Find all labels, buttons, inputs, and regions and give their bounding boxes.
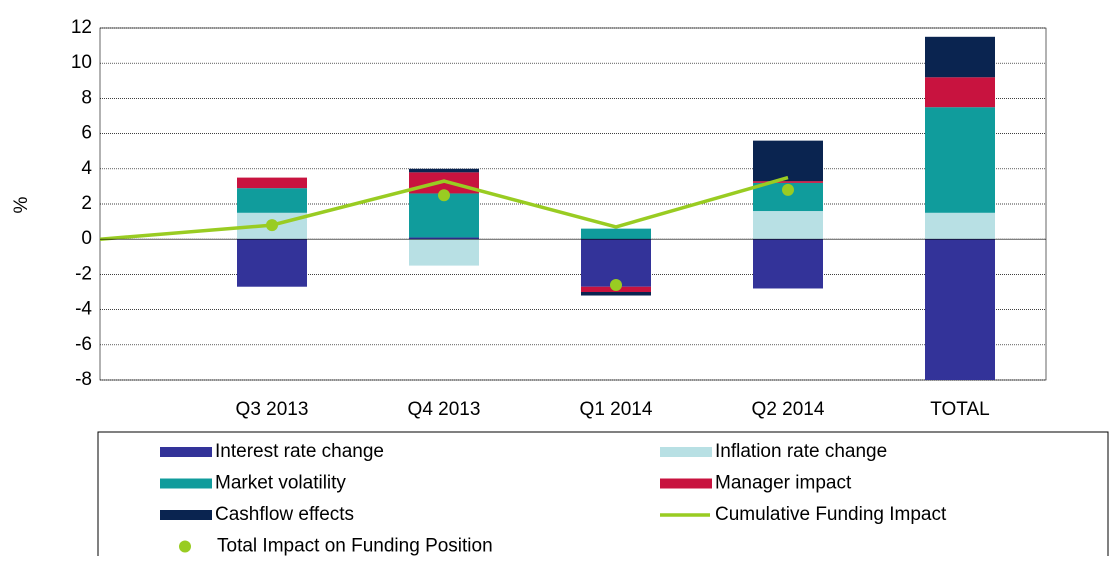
bar-segment [581, 239, 651, 287]
line [99, 175, 789, 241]
bar-segment [753, 211, 823, 240]
legend-label: Market volatility [215, 473, 346, 494]
legend-label: Manager impact [715, 473, 852, 494]
bar-segment [925, 212, 995, 240]
point [438, 189, 450, 202]
legend-label: Total Impact on Funding Position [217, 536, 493, 556]
bar-segment [925, 239, 995, 380]
x-tick-label: Q4 2013 [408, 399, 481, 420]
legend-swatch [160, 478, 212, 489]
y-tick-label: 6 [81, 123, 92, 144]
bar-segment [925, 77, 995, 108]
bar-segment [753, 181, 823, 183]
y-tick-label: -2 [75, 263, 92, 284]
y-tick-label: 4 [81, 158, 92, 179]
bar-segment [237, 239, 307, 287]
y-tick-label: 8 [81, 87, 92, 108]
point [610, 278, 622, 291]
bar-segment [925, 107, 995, 213]
bar-segment [409, 239, 479, 266]
y-tick-label: 10 [71, 52, 92, 73]
bar-segment [581, 292, 651, 296]
y-tick-label: -4 [75, 299, 92, 320]
x-tick-label: TOTAL [930, 399, 989, 420]
bar-segment [925, 36, 995, 78]
bar-segment [237, 177, 307, 189]
point [782, 183, 794, 196]
legend-swatch [660, 447, 712, 457]
x-tick-label: Q3 2013 [236, 399, 309, 420]
legend-swatch [179, 540, 191, 553]
x-tick-label: Q2 2014 [752, 399, 825, 420]
bar-segment [409, 168, 479, 173]
x-tick-label: Q1 2014 [580, 399, 653, 420]
bar-segment [237, 188, 307, 213]
legend-label: Interest rate change [215, 441, 384, 462]
legend-swatch [160, 447, 212, 457]
legend-label: Cumulative Funding Impact [715, 504, 947, 525]
bar-segment [581, 228, 651, 240]
legend-swatch [160, 510, 212, 520]
bar-segment [753, 239, 823, 289]
y-tick-label: 0 [81, 228, 92, 249]
y-tick-label: 12 [71, 17, 92, 38]
y-axis-label: % [11, 196, 32, 213]
legend-label: Cashflow effects [215, 504, 354, 525]
legend-swatch [660, 478, 712, 489]
legend-box [97, 431, 1109, 561]
legend-label: Inflation rate change [715, 441, 887, 462]
y-tick-label: -6 [75, 334, 92, 355]
point [266, 219, 278, 232]
y-tick-label: 2 [81, 193, 92, 214]
y-tick-label: -8 [75, 369, 92, 390]
bar-segment [409, 237, 479, 240]
bars [237, 36, 995, 380]
bar-segment [753, 140, 823, 182]
